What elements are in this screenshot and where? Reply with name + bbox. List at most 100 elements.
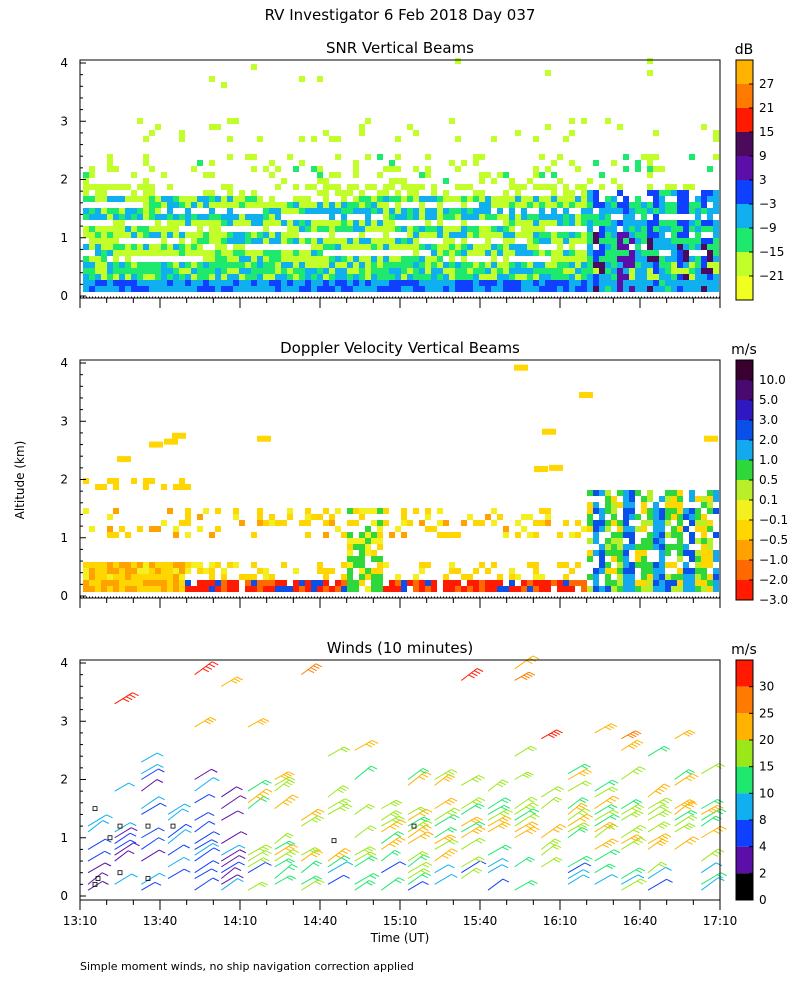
snr-cell	[149, 214, 155, 220]
snr-cell	[251, 286, 257, 292]
wind-barb-feather	[372, 873, 380, 877]
snr-cell	[659, 256, 665, 262]
snr-cell	[317, 220, 323, 226]
doppler-cell	[695, 520, 701, 526]
snr-cell	[443, 232, 449, 238]
snr-cell	[389, 184, 395, 190]
snr-cell	[269, 238, 275, 244]
doppler-cell	[659, 562, 665, 568]
doppler-cell	[689, 556, 695, 562]
snr-cell	[353, 220, 359, 226]
snr-cell	[143, 274, 149, 280]
wind-barb-feather	[154, 881, 162, 886]
snr-cell	[449, 244, 455, 250]
snr-cell	[377, 238, 383, 244]
wind-barb-feather	[636, 810, 644, 815]
doppler-cell	[172, 432, 186, 439]
doppler-cell	[653, 526, 659, 532]
wind-barb-feather	[446, 835, 454, 840]
snr-cell	[581, 184, 587, 190]
snr-colorbar-label: 27	[759, 77, 774, 91]
wind-barb	[567, 874, 584, 885]
snr-cell	[671, 262, 677, 268]
wind-barb-feather	[612, 838, 619, 843]
doppler-cell	[623, 508, 629, 514]
wind-barb-feather	[366, 881, 373, 886]
wind-barb-feather	[581, 802, 588, 807]
doppler-cell	[653, 580, 659, 586]
snr-cell	[713, 274, 719, 280]
doppler-cell	[203, 568, 209, 574]
snr-cell	[533, 250, 539, 256]
wind-barb-feather	[395, 817, 402, 822]
doppler-cell	[659, 568, 665, 574]
snr-cell	[611, 286, 617, 292]
snr-cell	[557, 244, 563, 250]
snr-cell	[653, 130, 659, 136]
snr-cell	[143, 196, 149, 202]
doppler-cell	[641, 502, 647, 508]
wind-barb-feather	[393, 823, 400, 828]
snr-cell	[233, 262, 239, 268]
doppler-cell	[641, 508, 647, 514]
calm-wind-marker	[331, 838, 337, 844]
snr-cell	[209, 220, 215, 226]
doppler-cell	[89, 562, 95, 568]
snr-cell	[95, 190, 101, 196]
doppler-cell	[611, 520, 617, 526]
doppler-cell	[677, 532, 683, 538]
snr-cell	[329, 226, 335, 232]
doppler-cell	[317, 568, 323, 574]
snr-cell	[473, 244, 479, 250]
snr-cell	[653, 208, 659, 214]
wind-barb	[141, 768, 159, 780]
doppler-cell	[665, 586, 671, 592]
snr-cell	[161, 274, 167, 280]
wind-barb-feather	[259, 848, 266, 853]
doppler-cell	[617, 490, 623, 496]
snr-cell	[587, 280, 593, 286]
snr-cell	[167, 214, 173, 220]
snr-cell	[557, 250, 563, 256]
snr-cell	[155, 214, 161, 220]
snr-cell	[89, 232, 95, 238]
wind-barb	[247, 850, 266, 862]
snr-cell	[107, 166, 113, 172]
snr-cell	[95, 250, 101, 256]
wind-barb	[221, 831, 242, 845]
wind-barb-feather	[553, 858, 560, 863]
wind-barb-feather	[392, 819, 399, 824]
doppler-cell	[647, 580, 653, 586]
wind-barb-feather	[313, 665, 320, 670]
doppler-cell	[197, 586, 203, 592]
wind-barb-feather	[532, 655, 540, 660]
doppler-cell	[713, 550, 719, 556]
snr-cell	[395, 256, 401, 262]
doppler-cell	[149, 586, 155, 592]
wind-barb-feather	[475, 776, 482, 781]
snr-cell	[209, 262, 215, 268]
wind-barb-feather	[683, 732, 691, 737]
snr-cell	[539, 220, 545, 226]
doppler-cell	[185, 568, 191, 574]
doppler-colorbar-swatch	[736, 460, 753, 480]
winds-x-tick-label: 16:40	[623, 914, 658, 928]
snr-cell	[635, 250, 641, 256]
doppler-cell	[701, 574, 707, 580]
snr-cell	[425, 256, 431, 262]
snr-cell	[131, 244, 137, 250]
wind-barb-feather	[288, 866, 295, 871]
snr-cell	[503, 250, 509, 256]
snr-cell	[251, 190, 257, 196]
doppler-cell	[371, 556, 377, 562]
snr-cell	[461, 232, 467, 238]
doppler-cell	[431, 526, 437, 532]
snr-cell	[395, 166, 401, 172]
snr-cell	[485, 226, 491, 232]
doppler-cell	[689, 496, 695, 502]
snr-cell	[473, 232, 479, 238]
snr-cell	[383, 280, 389, 286]
wind-barb-feather	[132, 692, 139, 697]
snr-cell	[485, 202, 491, 208]
wind-barb-feather	[453, 807, 461, 812]
